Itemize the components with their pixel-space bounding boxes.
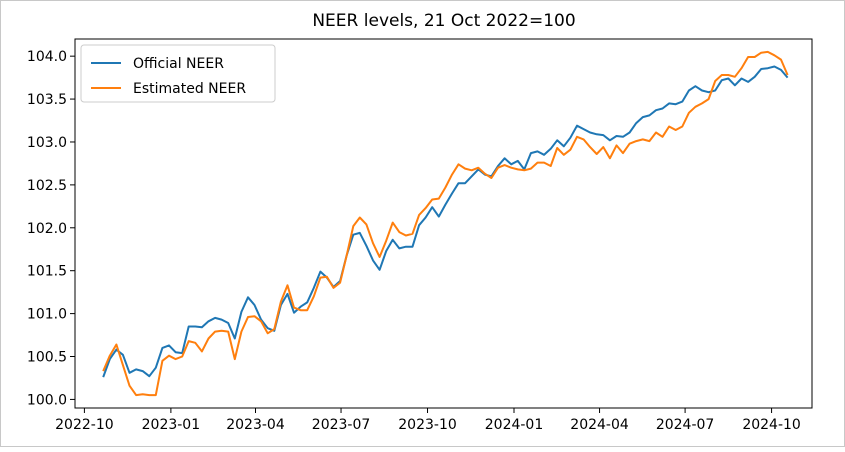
y-tick-label: 102.5 (27, 178, 67, 194)
y-tick-label: 103.5 (27, 92, 67, 108)
y-tick-label: 102.0 (27, 221, 67, 237)
x-axis: 2022-10 2023-01 2023-04 2023-07 2023-10 2024-… (55, 408, 801, 433)
x-tick-label: 2024-01 (485, 417, 544, 433)
x-tick-label: 2023-10 (398, 417, 457, 433)
legend-label-estimated-neer: Estimated NEER (133, 81, 246, 97)
x-tick-label: 2024-04 (570, 417, 629, 433)
x-tick-label: 2023-04 (226, 417, 285, 433)
chart-title: NEER levels, 21 Oct 2022=100 (312, 11, 575, 31)
series-line-estimated-neer (102, 50, 789, 397)
y-axis: 100.0 100.5 101.0 101.5 102.0 102.5 103.0 103.5… (27, 49, 75, 408)
series-line-official-neer (102, 65, 789, 378)
plot-area (74, 38, 813, 409)
y-tick-label: 101.5 (27, 264, 67, 280)
x-tick-label: 2022-10 (55, 417, 114, 433)
x-tick-label: 2024-10 (742, 417, 801, 433)
y-tick-label: 103.0 (27, 135, 67, 151)
series-layer (102, 50, 789, 397)
y-tick-label: 100.5 (27, 350, 67, 366)
legend-label-official-neer: Official NEER (133, 56, 224, 72)
y-tick-label: 101.0 (27, 307, 67, 323)
x-tick-label: 2023-07 (312, 417, 371, 433)
legend-box (80, 44, 276, 103)
y-tick-label: 100.0 (27, 392, 67, 408)
x-tick-label: 2024-07 (656, 417, 715, 433)
x-tick-label: 2023-01 (142, 417, 201, 433)
y-tick-label: 104.0 (27, 49, 67, 65)
legend: Official NEER Estimated NEER (80, 44, 276, 103)
